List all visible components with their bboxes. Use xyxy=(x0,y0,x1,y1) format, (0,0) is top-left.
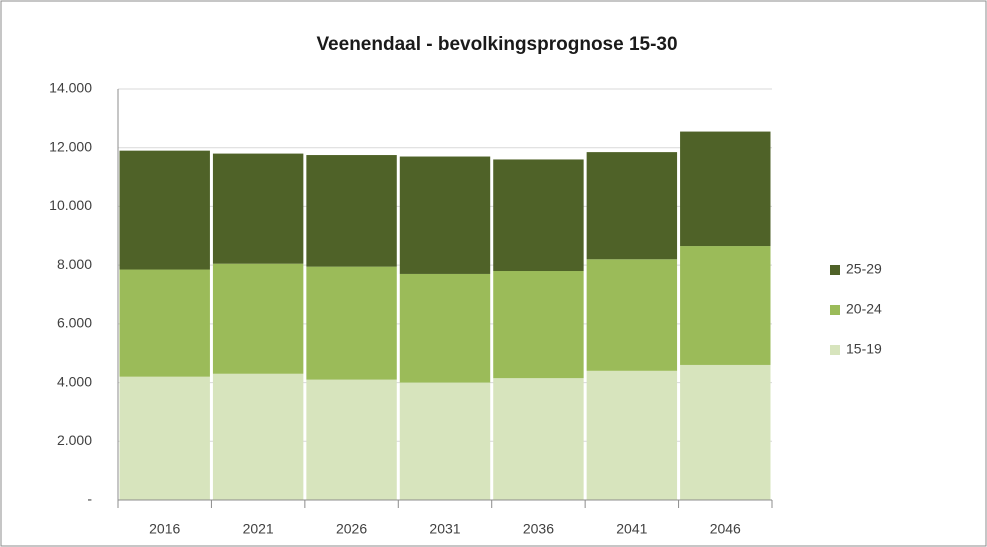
x-tick-label: 2031 xyxy=(429,521,460,537)
bar-segment xyxy=(586,370,678,500)
legend-label: 25-29 xyxy=(846,261,882,277)
y-tick-label: 2.000 xyxy=(57,432,92,448)
bar-segment xyxy=(119,269,210,377)
y-tick-label: - xyxy=(87,491,92,507)
legend-swatch xyxy=(830,305,840,315)
bar-segment xyxy=(119,150,210,270)
bar-segment xyxy=(493,159,584,272)
bar-segment xyxy=(119,376,210,500)
bar-segment xyxy=(680,364,771,500)
bar-segment xyxy=(306,266,397,380)
bar-segment xyxy=(680,246,771,365)
bar-segment xyxy=(212,153,304,264)
y-tick-label: 10.000 xyxy=(49,197,92,213)
y-tick-label: 8.000 xyxy=(57,256,92,272)
x-tick-label: 2041 xyxy=(616,521,647,537)
legend-label: 15-19 xyxy=(846,341,882,357)
bar-segment xyxy=(586,152,678,260)
legend-swatch xyxy=(830,265,840,275)
x-tick-label: 2046 xyxy=(710,521,741,537)
y-tick-label: 12.000 xyxy=(49,138,92,154)
bar-segment xyxy=(399,156,491,274)
bar-segment xyxy=(212,373,304,500)
x-tick-label: 2016 xyxy=(149,521,180,537)
legend-label: 20-24 xyxy=(846,301,882,317)
bar-segment xyxy=(680,131,771,247)
bar-segment xyxy=(586,259,678,371)
x-tick-label: 2021 xyxy=(243,521,274,537)
bar-segment xyxy=(493,378,584,500)
x-tick-label: 2036 xyxy=(523,521,554,537)
chart-title: Veenendaal - bevolkingsprognose 15-30 xyxy=(316,34,677,55)
bar-segment xyxy=(306,379,397,500)
bar-segment xyxy=(493,271,584,379)
bar-segment xyxy=(212,263,304,374)
legend-swatch xyxy=(830,345,840,355)
y-tick-label: 4.000 xyxy=(57,373,92,389)
y-tick-label: 14.000 xyxy=(49,80,92,96)
y-tick-label: 6.000 xyxy=(57,315,92,331)
bar-segment xyxy=(399,273,491,383)
bar-segment xyxy=(306,155,397,267)
bar-segment xyxy=(399,382,491,500)
x-tick-label: 2026 xyxy=(336,521,367,537)
